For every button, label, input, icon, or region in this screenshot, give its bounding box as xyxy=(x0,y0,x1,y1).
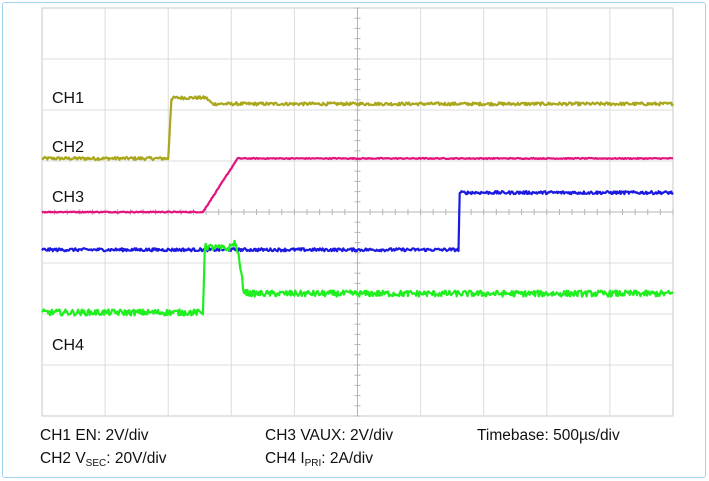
traces xyxy=(41,95,674,317)
scope-settings-caption: CH1 EN: 2V/div CH2 VSEC: 20V/div CH3 VAU… xyxy=(40,424,680,474)
ch2-scale-value: : 20V/div xyxy=(106,450,167,467)
ch3-label: CH3 xyxy=(52,189,84,206)
ch4-scale-value: : 2A/div xyxy=(321,450,373,467)
trace-ch1 xyxy=(41,95,674,162)
ch2-scale-subscript: SEC xyxy=(85,458,107,469)
ch3-scale-text: CH3 VAUX: 2V/div xyxy=(265,427,394,444)
trace-ch4 xyxy=(41,239,674,317)
ch2-scale-text: CH2 VSEC: 20V/div xyxy=(40,449,167,469)
ch4-scale-prefix: CH4 I xyxy=(265,450,305,467)
trace-ch3 xyxy=(41,190,674,253)
ch4-scale-subscript: PRI xyxy=(304,458,322,469)
trace-ch2 xyxy=(41,156,674,214)
ch1-scale-text: CH1 EN: 2V/div xyxy=(40,427,149,444)
ch4-label: CH4 xyxy=(52,337,84,354)
timebase-text: Timebase: 500µs/div xyxy=(477,427,620,444)
channel-labels: CH1 CH2 CH3 CH4 xyxy=(52,90,84,354)
ch4-scale-text: CH4 IPRI: 2A/div xyxy=(265,449,373,469)
ch2-label: CH2 xyxy=(52,139,84,156)
ch1-label: CH1 xyxy=(52,90,84,107)
ch2-scale-prefix: CH2 V xyxy=(40,450,86,467)
